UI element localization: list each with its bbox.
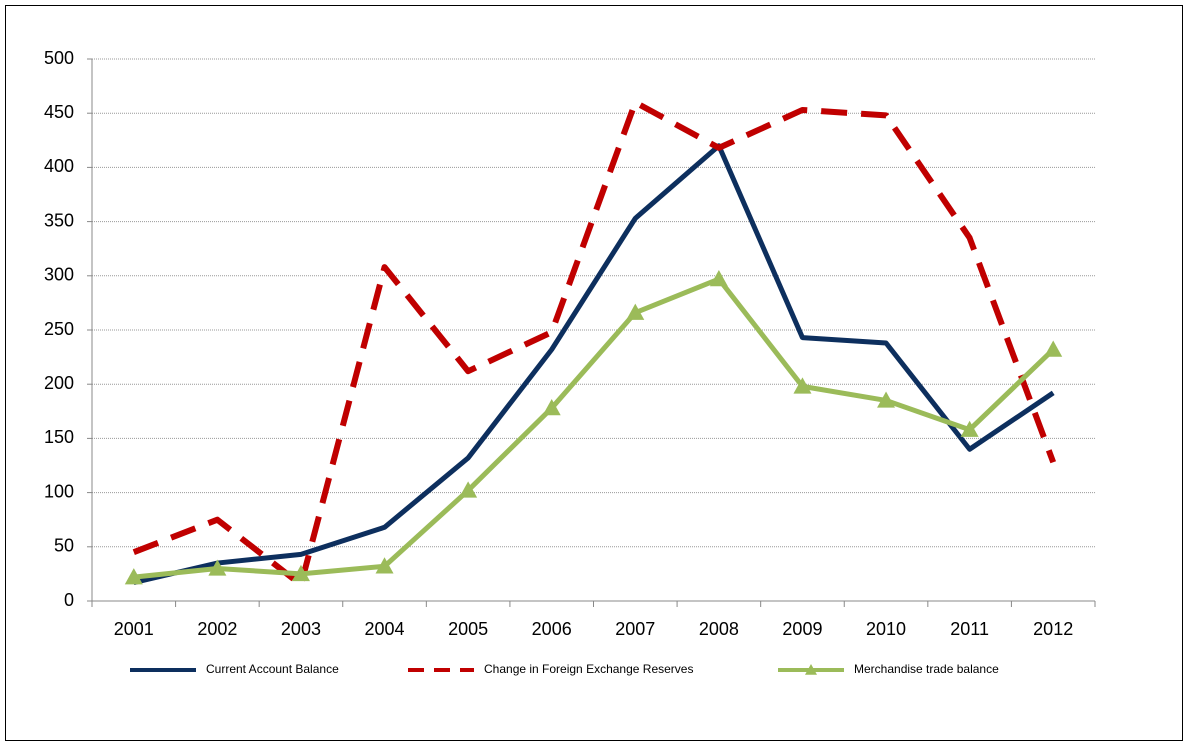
x-tick-label: 2009	[782, 619, 822, 639]
series-marker	[291, 564, 310, 582]
y-tick-label: 400	[44, 156, 74, 176]
x-tick-label: 2012	[1033, 619, 1073, 639]
series-marker	[626, 303, 645, 320]
x-tick-label: 2007	[615, 619, 655, 639]
y-tick-label: 200	[44, 373, 74, 393]
x-tick-label: 2008	[699, 619, 739, 639]
legend-label: Current Account Balance	[206, 662, 339, 676]
y-tick-label: 50	[54, 536, 74, 556]
series-line	[133, 143, 1055, 586]
series-line	[133, 276, 1055, 580]
x-tick-label: 2006	[532, 619, 572, 639]
y-tick-label: 350	[44, 210, 74, 230]
series-marker	[208, 559, 227, 576]
x-tick-label: 2003	[281, 619, 321, 639]
x-tick-label: 2001	[114, 619, 154, 639]
y-tick-label: 100	[44, 481, 74, 501]
y-tick-label: 250	[44, 319, 74, 339]
chart-border	[5, 5, 1183, 741]
y-tick-label: 500	[44, 48, 74, 68]
y-tick-label: 0	[64, 590, 74, 610]
x-tick-label: 2010	[866, 619, 906, 639]
x-tick-label: 2002	[197, 619, 237, 639]
y-tick-label: 150	[44, 427, 74, 447]
legend-label: Change in Foreign Exchange Reserves	[484, 662, 693, 676]
series-marker	[1044, 340, 1063, 357]
legend-marker	[805, 664, 817, 675]
legend-label: Merchandise trade balance	[854, 662, 999, 676]
series-marker	[542, 399, 561, 416]
x-tick-label: 2004	[365, 619, 405, 639]
x-tick-label: 2005	[448, 619, 488, 639]
series-marker	[709, 270, 728, 287]
series-marker	[375, 557, 394, 574]
x-tick-label: 2011	[950, 619, 989, 639]
y-tick-label: 300	[44, 265, 74, 285]
y-tick-label: 450	[44, 102, 74, 122]
series-marker	[124, 568, 143, 585]
series-marker	[793, 377, 812, 394]
series-marker	[459, 481, 478, 498]
series-marker	[960, 420, 979, 437]
series-marker	[877, 391, 896, 408]
